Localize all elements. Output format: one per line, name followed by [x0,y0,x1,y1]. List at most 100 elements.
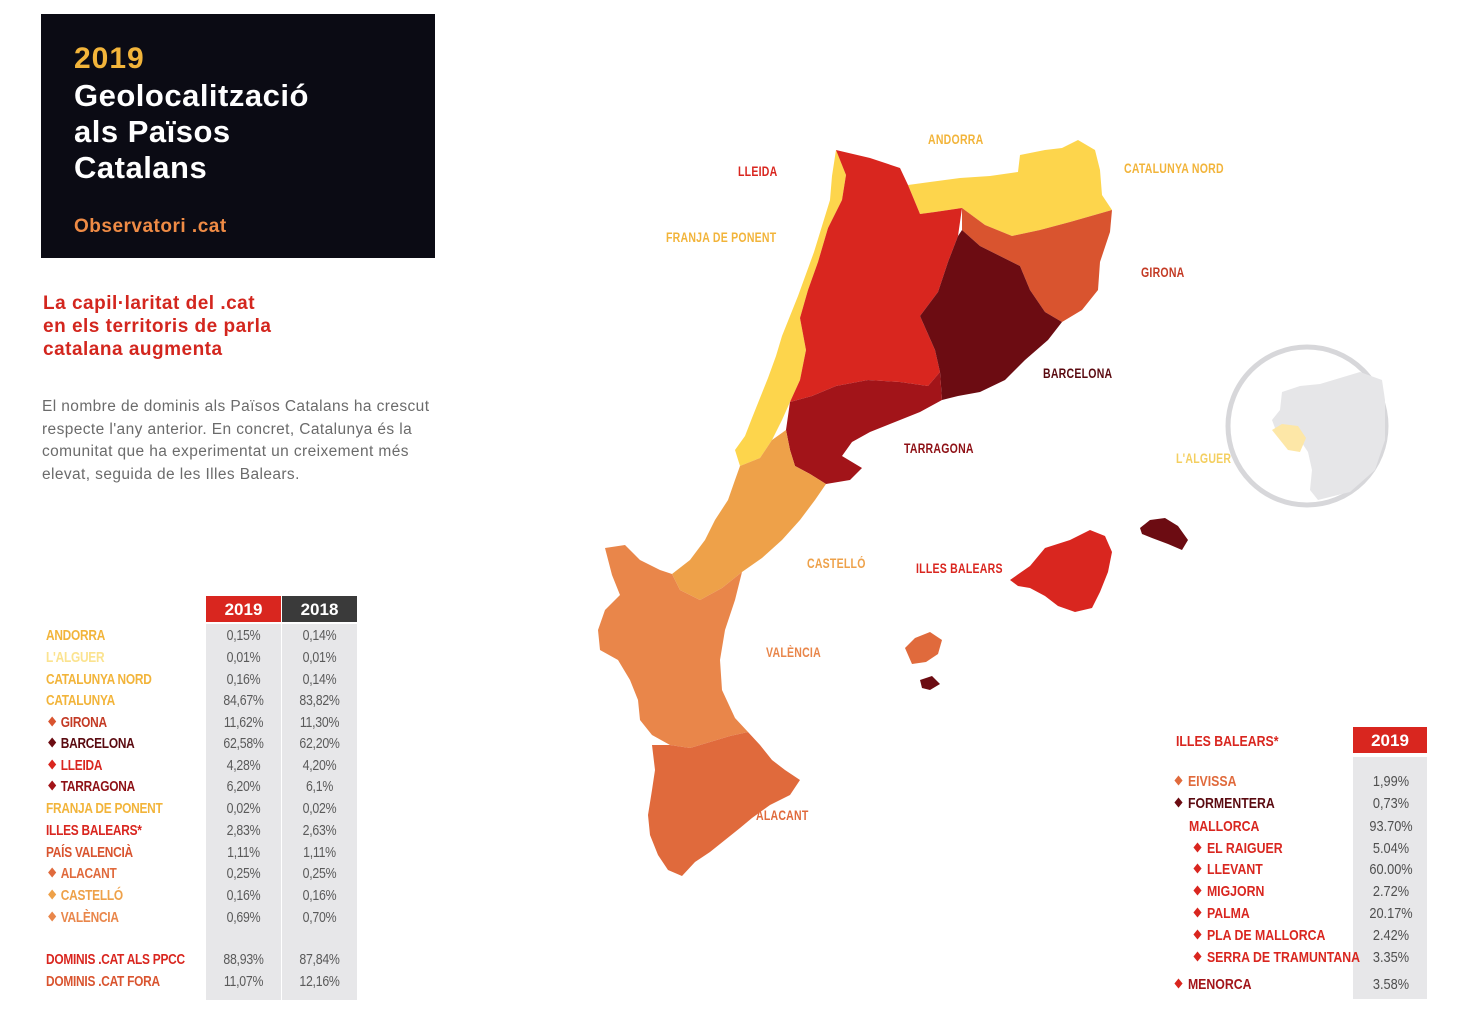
label-alguer: L'ALGUER [1176,451,1232,466]
label-barcelona: BARCELONA [1043,366,1113,381]
balears-row-label: SERRA DE TRAMUNTANA [1193,949,1360,966]
table-row: DOMINIS .CAT ALS PPCC 88,93% 87,84% [46,952,366,974]
title-box: 2019 Geolocalització als Països Catalans… [41,14,435,258]
value-2019: 4,28% [226,758,261,774]
table-row: FRANJA DE PONENT 0,02% 0,02% [46,801,366,823]
row-label: ILLES BALEARS* [46,823,142,839]
table-row: DOMINIS .CAT FORA 11,07% 12,16% [46,974,366,996]
table-row: ALACANT 0,25% 0,25% [46,866,366,888]
value-2018: 6,1% [305,779,334,795]
value-2018: 83,82% [299,693,340,709]
row-label: VALÈNCIA [46,910,119,926]
label-girona: GIRONA [1141,265,1185,280]
balears-row-label: MIGJORN [1193,883,1264,900]
row-label: PAÍS VALENCIÀ [46,845,133,861]
region-andorra-catalunya-nord [908,140,1112,236]
balears-row: MENORCA 3.58% [0,976,1482,998]
alguer-inset-region [1272,424,1306,452]
value-2019: 88,93% [223,952,264,968]
row-label-text: VALÈNCIA [60,910,119,926]
value-2019: 0,16% [226,888,261,904]
row-label-text: BARCELONA [60,736,135,752]
value-2018: 2,63% [302,823,337,839]
table-row: VALÈNCIA 0,69% 0,70% [46,910,366,932]
balears-row: MALLORCA 93.70% [0,818,1482,840]
balears-value-2019: 2.42% [1372,927,1410,944]
header-2019: 2019 [206,596,281,622]
region-barcelona [920,230,1062,400]
row-label-text: LLEIDA [60,758,103,774]
value-2018: 12,16% [299,974,340,990]
value-2019: 0,16% [226,672,261,688]
region-alacant [648,732,800,876]
region-eivissa [905,632,942,664]
value-2018: 0,16% [302,888,337,904]
label-alacant: ALACANT [756,808,809,823]
balears-value-2019: 5.04% [1372,840,1410,857]
row-label: GIRONA [46,715,107,731]
row-label-text: FRANJA DE PONENT [46,801,163,817]
balears-row: SERRA DE TRAMUNTANA 3.35% [0,949,1482,971]
region-valencia [598,545,748,748]
table-row: LLEIDA 4,28% 4,20% [46,758,366,780]
balears-value-2019: 0,73% [1372,795,1410,812]
col-2019-background [206,624,281,1000]
title-text: Geolocalització als Països Catalans [74,78,309,185]
region-mallorca [1010,530,1112,612]
table-row: GIRONA 11,62% 11,30% [46,715,366,737]
table-row: CASTELLÓ 0,16% 0,16% [46,888,366,910]
value-2019: 0,69% [226,910,261,926]
balears-value-2019: 3.58% [1372,976,1410,993]
balears-row-label-text: FORMENTERA [1187,795,1275,812]
row-label: LLEIDA [46,758,102,774]
value-2019: 11,07% [223,974,264,990]
label-catalunya-nord: CATALUNYA NORD [1124,161,1224,176]
row-label: BARCELONA [46,736,135,752]
table-row: TARRAGONA 6,20% 6,1% [46,779,366,801]
value-2019: 62,58% [223,736,264,752]
balears-row-label-text: SERRA DE TRAMUNTANA [1206,949,1361,966]
balears-row-label-text: PALMA [1206,905,1250,922]
value-2019: 0,02% [226,801,261,817]
balears-title-text: ILLES BALEARS* [1176,733,1279,750]
balears-row-label: PLA DE MALLORCA [1193,927,1325,944]
balears-row-label-text: MALLORCA [1189,818,1260,835]
value-2018: 11,30% [299,715,340,731]
row-label-text: CATALUNYA NORD [46,672,152,688]
value-2019: 0,15% [226,628,261,644]
region-girona [962,208,1112,322]
balears-row-label-text: EL RAIGUER [1206,840,1283,857]
value-2019: 1,11% [227,845,260,861]
label-franja: FRANJA DE PONENT [666,230,777,245]
table-row: PAÍS VALENCIÀ 1,11% 1,11% [46,845,366,867]
region-castello [672,430,826,600]
balears-header-2019: 2019 [1353,727,1427,753]
value-2018: 0,25% [302,866,337,882]
balears-value-2019: 20.17% [1369,905,1413,922]
value-2018: 4,20% [302,758,337,774]
balears-row: LLEVANT 60.00% [0,861,1482,883]
label-valencia: VALÈNCIA [766,645,821,660]
value-2019: 0,01% [226,650,261,666]
row-label: ANDORRA [46,628,105,644]
row-label: CATALUNYA NORD [46,672,152,688]
row-label: ALACANT [46,866,117,882]
alguer-inset-land [1272,372,1385,500]
row-label-text: CASTELLÓ [60,888,123,904]
balears-row: FORMENTERA 0,73% [0,795,1482,817]
balears-row: MIGJORN 2.72% [0,883,1482,905]
row-label-text: CATALUNYA [46,693,115,709]
region-menorca [1140,518,1188,550]
region-lleida [790,150,962,402]
value-2019: 84,67% [223,693,264,709]
brand-name: Observatori .cat [74,216,227,237]
row-label: L'ALGUER [46,650,105,666]
region-franja-de-ponent [735,150,846,466]
row-label-text: L'ALGUER [46,650,105,666]
value-2018: 87,84% [299,952,340,968]
label-tarragona: TARRAGONA [904,441,974,456]
table-row: BARCELONA 62,58% 62,20% [46,736,366,758]
label-lleida: LLEIDA [738,164,778,179]
intro-paragraph: El nombre de dominis als Països Catalans… [42,398,430,483]
